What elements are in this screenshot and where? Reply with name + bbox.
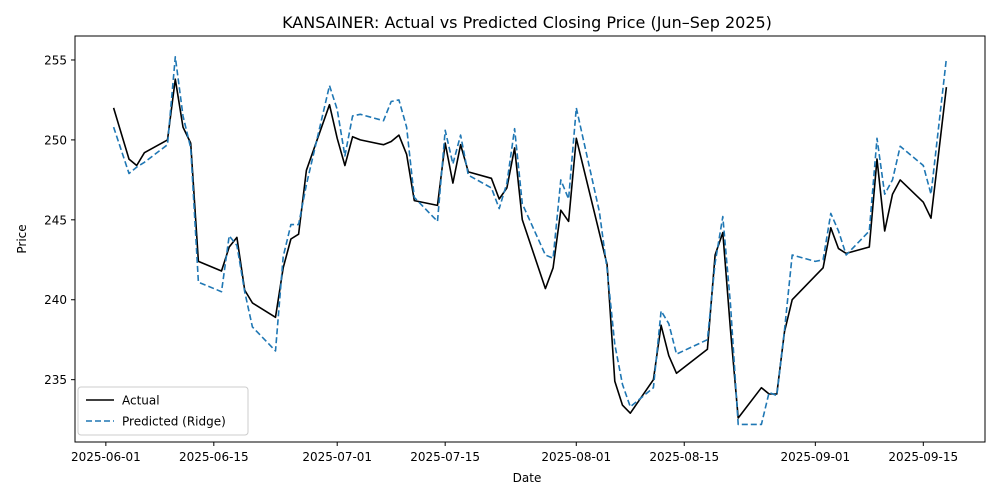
x-tick-label: 2025-06-15 <box>179 450 249 464</box>
y-tick-label: 250 <box>44 133 67 147</box>
y-axis-label: Price <box>15 224 29 253</box>
x-axis: 2025-06-01 2025-06-15 2025-07-01 2025-07-15… <box>71 442 958 464</box>
series-line-actual <box>112 78 948 419</box>
y-tick-label: 235 <box>44 373 67 387</box>
x-tick-label: 2025-06-01 <box>71 450 141 464</box>
legend-label-actual: Actual <box>122 394 160 408</box>
legend: Actual Predicted (Ridge) <box>77 386 249 436</box>
chart-title: KANSAINER: Actual vs Predicted Closing P… <box>282 13 772 32</box>
x-tick-label: 2025-08-01 <box>541 450 611 464</box>
legend-box <box>77 386 249 436</box>
legend-label-predicted: Predicted (Ridge) <box>122 415 226 429</box>
x-tick-label: 2025-08-15 <box>649 450 719 464</box>
plot-area <box>112 56 948 426</box>
x-tick-label: 2025-07-15 <box>410 450 480 464</box>
plot-frame <box>74 35 986 443</box>
x-axis-label: Date <box>513 471 542 485</box>
y-axis: 235 240 245 250 255 <box>44 53 75 387</box>
x-tick-label: 2025-07-01 <box>302 450 372 464</box>
y-tick-label: 240 <box>44 293 67 307</box>
x-tick-label: 2025-09-01 <box>780 450 850 464</box>
x-tick-label: 2025-09-15 <box>888 450 958 464</box>
y-tick-label: 255 <box>44 53 67 67</box>
series-line-predicted <box>112 56 948 426</box>
y-tick-label: 245 <box>44 213 67 227</box>
